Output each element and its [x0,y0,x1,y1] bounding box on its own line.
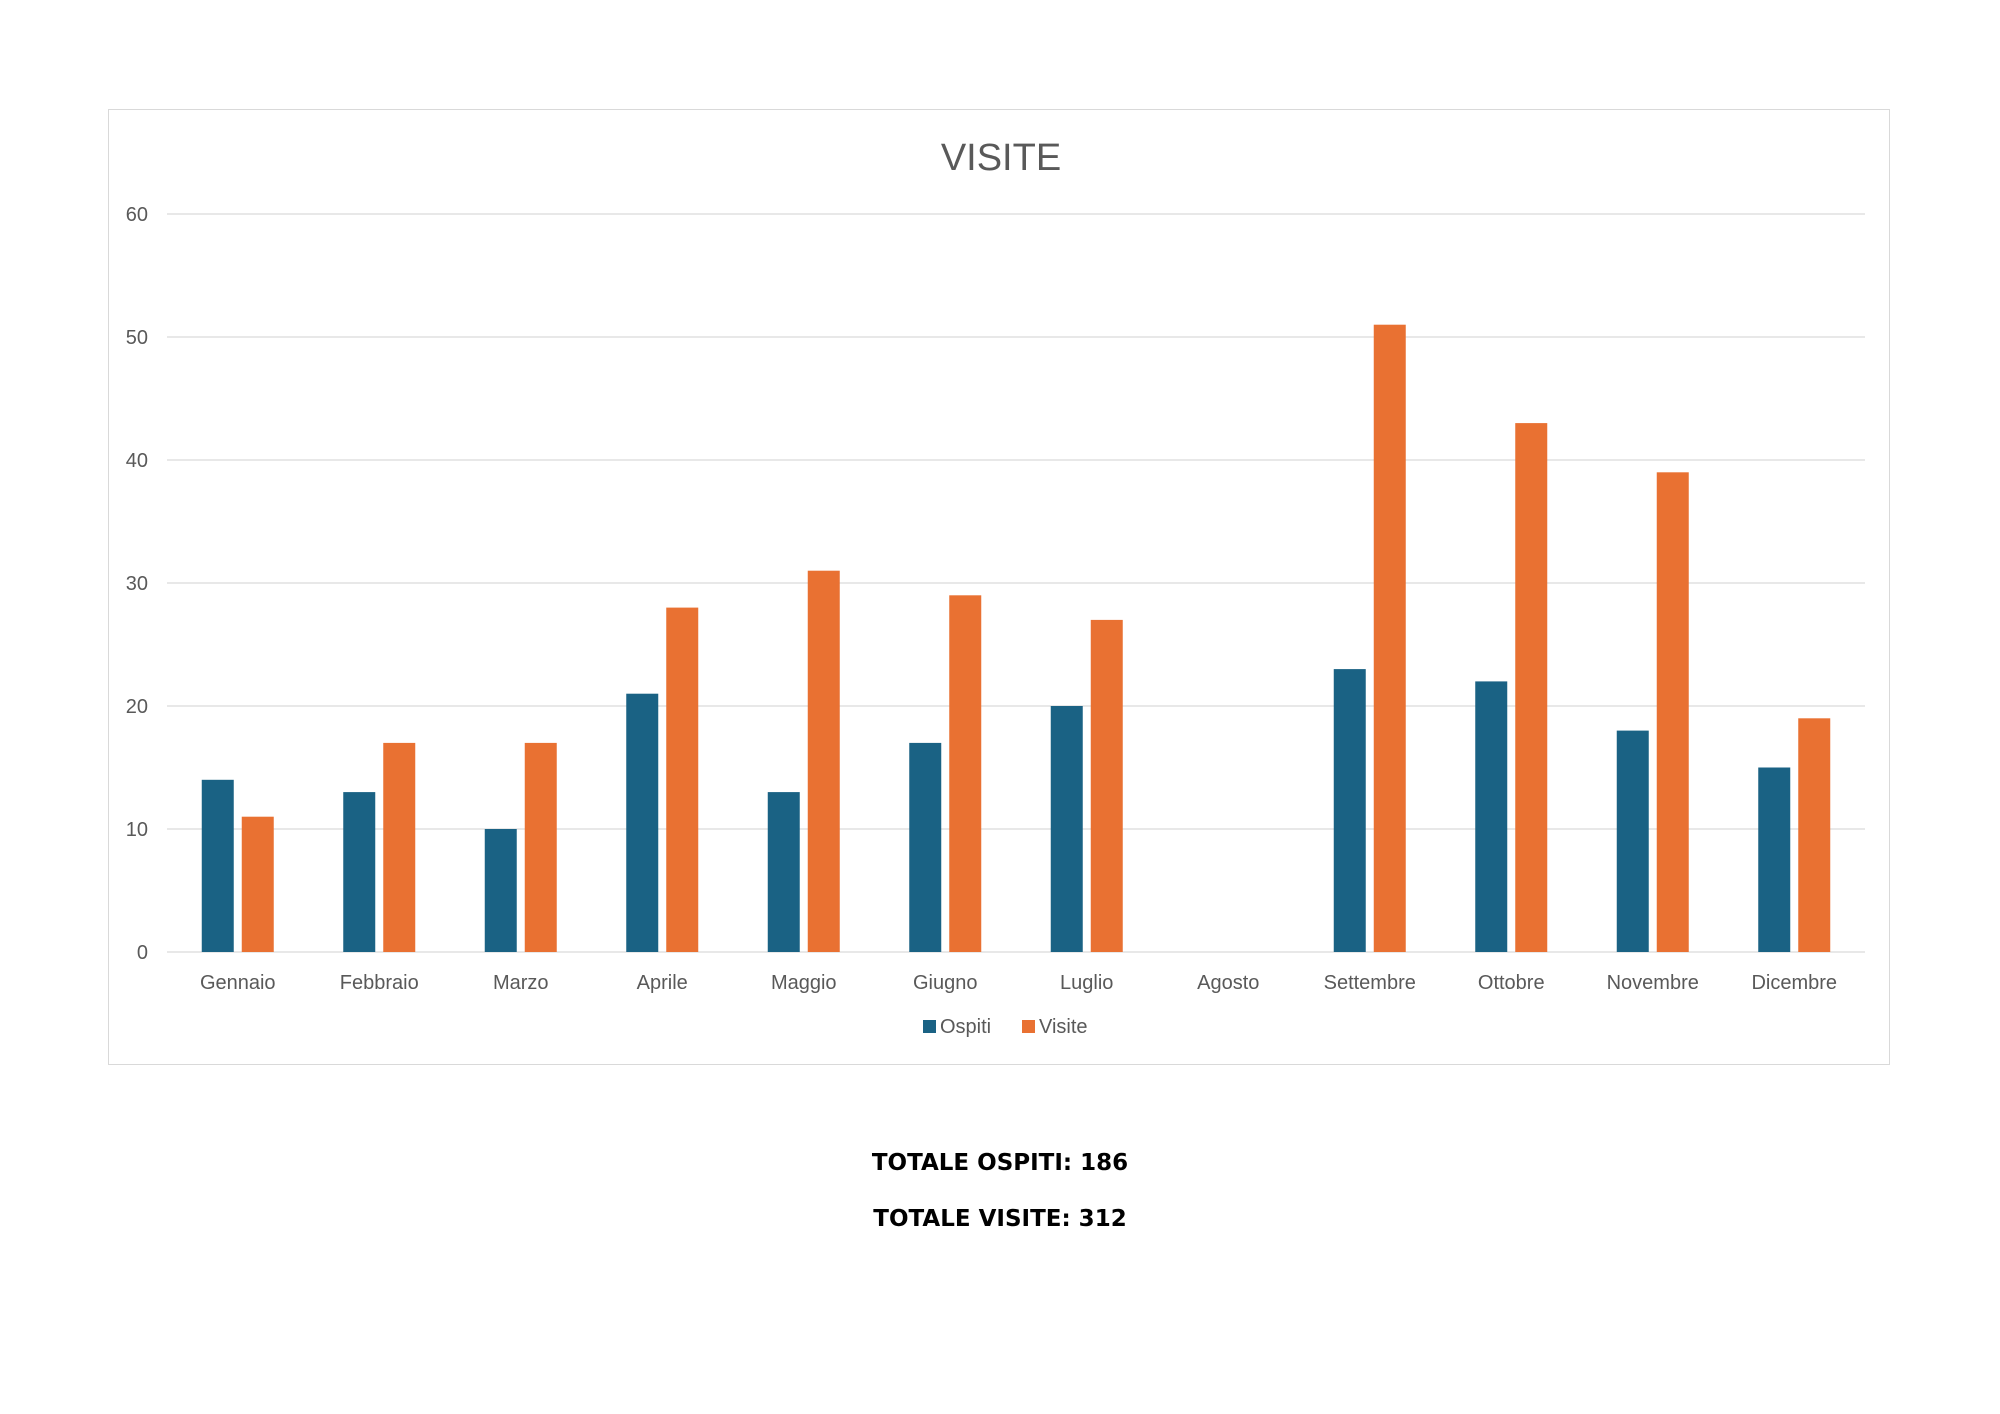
y-axis-ticks: 0 10 20 30 40 50 60 [126,204,148,964]
totale-visite: TOTALE VISITE: 312 [873,1206,1127,1232]
x-tick-label: Settembre [1324,972,1416,994]
y-tick-label: 0 [137,942,148,964]
y-tick-label: 20 [126,696,148,718]
bar-visite-aprile [666,607,699,952]
bar-visite-dicembre [1798,718,1831,952]
bar-ospiti-luglio [1050,706,1083,952]
bar-ospiti-maggio [767,792,800,952]
bar-ospiti-dicembre [1758,767,1791,952]
bar-ospiti-aprile [626,693,659,952]
bar-ospiti-settembre [1333,669,1366,952]
y-tick-label: 50 [126,327,148,349]
legend-label-ospiti: Ospiti [940,1016,991,1038]
x-tick-label: Novembre [1607,972,1699,994]
totale-ospiti: TOTALE OSPITI: 186 [871,1150,1129,1176]
legend-swatch-visite [1022,1020,1035,1033]
bar-ospiti-marzo [484,829,517,952]
y-tick-label: 60 [126,204,148,226]
bar-visite-settembre [1373,324,1406,952]
x-tick-label: Dicembre [1751,972,1837,994]
legend-label-visite: Visite [1039,1016,1088,1038]
x-tick-label: Luglio [1060,972,1113,994]
x-tick-label: Aprile [637,972,688,994]
bar-visite-maggio [807,570,840,952]
x-axis-ticks: Gennaio Febbraio Marzo Aprile Maggio Giugno Lu… [200,972,1837,994]
bar-visite-novembre [1656,472,1689,952]
legend: Ospiti Visite [923,1016,1088,1038]
y-tick-label: 30 [126,573,148,595]
grid-layer [167,213,1865,953]
x-tick-label: Ottobre [1478,972,1545,994]
x-tick-label: Maggio [771,972,837,994]
y-tick-label: 10 [126,819,148,841]
bar-ospiti-febbraio [343,792,376,952]
bar-visite-luglio [1090,619,1123,952]
bar-layer [201,324,1831,953]
x-tick-label: Gennaio [200,972,276,994]
x-tick-label: Giugno [913,972,978,994]
bar-ospiti-ottobre [1475,681,1508,952]
x-tick-label: Agosto [1197,972,1259,994]
bar-ospiti-gennaio [201,779,234,952]
x-tick-label: Febbraio [340,972,419,994]
legend-swatch-ospiti [923,1020,936,1033]
chart-title: VISITE [941,137,1061,179]
bar-visite-febbraio [383,742,416,952]
bar-ospiti-giugno [909,742,942,952]
bar-visite-marzo [524,742,557,952]
bar-visite-giugno [949,595,982,952]
bar-ospiti-novembre [1616,730,1649,952]
bar-visite-gennaio [241,816,274,952]
x-tick-label: Marzo [493,972,549,994]
y-tick-label: 40 [126,450,148,472]
bar-visite-ottobre [1515,423,1548,953]
